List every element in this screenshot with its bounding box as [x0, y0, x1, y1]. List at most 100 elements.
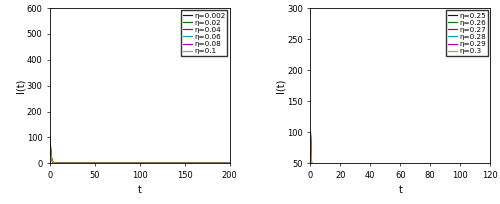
η=0.28: [420, 193, 426, 195]
Line: η=0.02: η=0.02: [50, 137, 230, 163]
η=0.3: [348, 193, 354, 195]
η=0.04: [114, 162, 119, 164]
η=0.002: [47, 136, 53, 139]
η=0.1: [114, 162, 119, 164]
Legend: η=0.002, η=0.02, η=0.04, η=0.06, η=0.08, η=0.1: η=0.002, η=0.02, η=0.04, η=0.06, η=0.08,…: [181, 10, 228, 57]
η=0.02: [195, 162, 201, 164]
η=0.29: [364, 193, 370, 195]
η=0.28: [367, 193, 373, 195]
η=0.06: [47, 136, 53, 139]
η=0.1: [226, 162, 232, 164]
η=0.3: [367, 193, 373, 195]
η=0.3: [364, 193, 370, 195]
Line: η=0.26: η=0.26: [310, 132, 490, 194]
Line: η=0.08: η=0.08: [50, 137, 230, 163]
η=0.25: [445, 193, 451, 195]
η=0.08: [226, 162, 232, 164]
η=0.25: [308, 131, 314, 133]
η=0.002: [114, 162, 119, 164]
η=0.002: [56, 162, 62, 164]
η=0.06: [56, 162, 62, 164]
η=0.04: [226, 162, 232, 164]
η=0.1: [56, 162, 62, 164]
η=0.08: [47, 136, 53, 139]
η=0.04: [51, 162, 57, 164]
η=0.28: [487, 193, 493, 195]
η=0.26: [364, 193, 370, 195]
Line: η=0.04: η=0.04: [50, 137, 230, 163]
η=0.1: [195, 162, 201, 164]
η=0.28: [364, 193, 370, 195]
η=0.26: [426, 193, 432, 195]
η=0.1: [47, 136, 53, 139]
η=0.27: [364, 193, 370, 195]
η=0.08: [63, 162, 69, 164]
η=0.29: [420, 193, 426, 195]
X-axis label: t: t: [138, 185, 141, 195]
η=0.27: [420, 193, 426, 195]
Line: η=0.1: η=0.1: [50, 137, 230, 163]
η=0.02: [51, 162, 57, 164]
η=0.25: [420, 193, 426, 195]
η=0.29: [426, 193, 432, 195]
Line: η=0.29: η=0.29: [310, 132, 490, 194]
η=0.29: [445, 193, 451, 195]
η=0.3: [426, 193, 432, 195]
η=0.25: [426, 193, 432, 195]
η=0.08: [155, 162, 161, 164]
η=0.3: [445, 193, 451, 195]
η=0.1: [51, 162, 57, 164]
η=0.08: [56, 162, 62, 164]
η=0.26: [420, 193, 426, 195]
Y-axis label: I(t): I(t): [276, 79, 285, 93]
η=0.1: [63, 162, 69, 164]
η=0.27: [487, 193, 493, 195]
η=0.3: [420, 193, 426, 195]
η=0.02: [114, 162, 119, 164]
η=0.3: [308, 131, 314, 133]
η=0.002: [226, 162, 232, 164]
X-axis label: t: t: [398, 185, 402, 195]
η=0.1: [155, 162, 161, 164]
Line: η=0.002: η=0.002: [50, 137, 230, 163]
η=0.25: [348, 193, 354, 195]
η=0.06: [63, 162, 69, 164]
η=0.26: [487, 193, 493, 195]
η=0.26: [308, 131, 314, 133]
η=0.02: [155, 162, 161, 164]
η=0.27: [426, 193, 432, 195]
Line: η=0.25: η=0.25: [310, 132, 490, 194]
η=0.27: [348, 193, 354, 195]
η=0.08: [195, 162, 201, 164]
η=0.26: [445, 193, 451, 195]
η=0.25: [364, 193, 370, 195]
η=0.02: [56, 162, 62, 164]
η=0.04: [155, 162, 161, 164]
η=0.002: [155, 162, 161, 164]
η=0.29: [348, 193, 354, 195]
η=0.28: [426, 193, 432, 195]
η=0.002: [63, 162, 69, 164]
η=0.06: [226, 162, 232, 164]
η=0.27: [367, 193, 373, 195]
η=0.28: [348, 193, 354, 195]
η=0.002: [51, 162, 57, 164]
η=0.06: [195, 162, 201, 164]
η=0.25: [487, 193, 493, 195]
η=0.29: [308, 131, 314, 133]
η=0.002: [195, 162, 201, 164]
η=0.28: [308, 131, 314, 133]
η=0.04: [47, 136, 53, 139]
η=0.27: [308, 131, 314, 133]
η=0.04: [195, 162, 201, 164]
Line: η=0.3: η=0.3: [310, 132, 490, 194]
η=0.25: [367, 193, 373, 195]
Y-axis label: I(t): I(t): [15, 79, 25, 93]
η=0.04: [63, 162, 69, 164]
η=0.02: [63, 162, 69, 164]
η=0.04: [56, 162, 62, 164]
η=0.02: [47, 136, 53, 139]
η=0.27: [445, 193, 451, 195]
Legend: η=0.25, η=0.26, η=0.27, η=0.28, η=0.29, η=0.3: η=0.25, η=0.26, η=0.27, η=0.28, η=0.29, …: [446, 10, 488, 57]
Line: η=0.28: η=0.28: [310, 132, 490, 194]
